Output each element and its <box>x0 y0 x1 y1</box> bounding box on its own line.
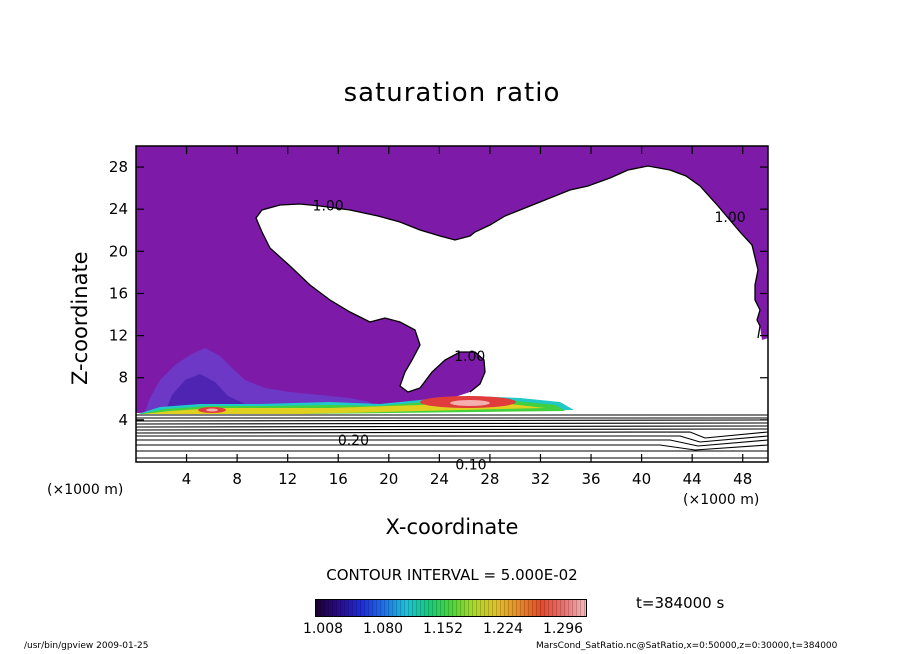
pink-core-right <box>450 400 490 406</box>
supersaturated-region <box>136 146 768 413</box>
x-tick-label: 4 <box>182 470 192 488</box>
y-tick-label: 20 <box>109 242 128 260</box>
x-tick-label: 44 <box>683 470 702 488</box>
contour-label: 1.00 <box>313 198 344 214</box>
colorbar <box>315 599 587 617</box>
time-label: t=384000 s <box>636 594 725 612</box>
colorbar-tick-label: 1.080 <box>362 621 404 637</box>
plot-frame <box>135 145 769 463</box>
colorbar-tick-label: 1.296 <box>542 621 584 637</box>
pink-core-left <box>206 408 218 412</box>
isolines <box>136 414 768 459</box>
y-tick-label: 12 <box>109 327 128 345</box>
x-tick-label: 48 <box>733 470 752 488</box>
x-tick-label: 12 <box>278 470 297 488</box>
x-unit-left: (×1000 m) <box>47 482 124 498</box>
x-axis-label: X-coordinate <box>385 515 519 539</box>
contour-label: 0.20 <box>338 433 369 449</box>
contour-label: 0.10 <box>455 457 486 473</box>
x-tick-label: 16 <box>329 470 348 488</box>
x-tick-label: 8 <box>232 470 242 488</box>
x-tick-label: 36 <box>581 470 600 488</box>
plume-inner <box>165 374 320 412</box>
contour-labels: 1.00 1.00 1.00 0.20 0.10 <box>313 198 746 473</box>
x-tick-label: 28 <box>480 470 499 488</box>
x-unit-right: (×1000 m) <box>683 492 760 508</box>
footer-left: /usr/bin/gpview 2009-01-25 <box>24 641 149 651</box>
x-tick-label: 32 <box>531 470 550 488</box>
contour-label: 1.00 <box>714 210 745 226</box>
y-tick-label: 24 <box>109 200 128 218</box>
x-tick-label: 20 <box>379 470 398 488</box>
y-tick-label: 8 <box>118 369 128 387</box>
y-tick-label: 28 <box>109 158 128 176</box>
y-tick-label: 4 <box>118 411 128 429</box>
axis-ticks <box>136 146 768 462</box>
colorbar-tick-label: 1.008 <box>302 621 344 637</box>
contour-interval: CONTOUR INTERVAL = 5.000E-02 <box>326 566 578 584</box>
x-tick-label: 24 <box>430 470 449 488</box>
y-tick-label: 16 <box>109 284 128 302</box>
colorbar-tick-label: 1.152 <box>422 621 464 637</box>
footer-right: MarsCond_SatRatio.nc@SatRatio,x=0:50000,… <box>536 641 838 651</box>
chart-title: saturation ratio <box>343 78 561 108</box>
contour-label: 1.00 <box>454 349 485 365</box>
colorbar-tick-label: 1.224 <box>482 621 524 637</box>
x-tick-label: 40 <box>632 470 651 488</box>
unit-contour <box>255 165 761 393</box>
y-axis-label: Z-coordinate <box>68 251 92 385</box>
